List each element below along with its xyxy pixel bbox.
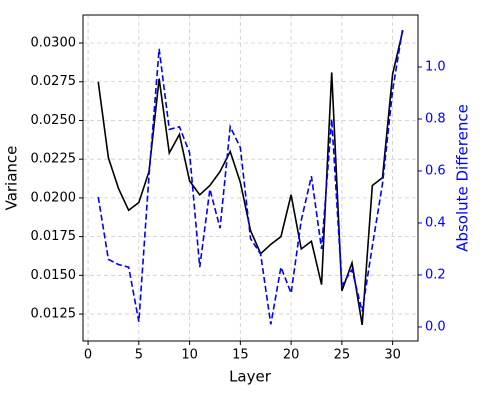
y2-tick-label: 0.4 (425, 215, 446, 230)
y-tick-label: 0.0125 (31, 307, 77, 322)
y-axis-label: Variance (3, 146, 21, 211)
y-tick-label: 0.0300 (31, 36, 77, 51)
x-tick-label: 20 (283, 348, 300, 363)
y2-axis-label: Absolute Difference (454, 104, 472, 252)
y-tick-label: 0.0275 (31, 74, 77, 89)
y2-tick-label: 0.8 (425, 111, 446, 126)
series-line (97, 30, 404, 326)
x-tick-label: 10 (181, 348, 198, 363)
y2-tick-label: 0.2 (425, 267, 446, 282)
x-axis-label: Layer (229, 368, 272, 386)
x-tick-label: 15 (232, 348, 249, 363)
x-tick-label: 5 (135, 348, 143, 363)
y-tick-label: 0.0200 (31, 190, 77, 205)
y-tick-label: 0.0175 (31, 229, 77, 244)
x-tick-label: 0 (84, 348, 92, 363)
plot-frame (82, 14, 419, 342)
y2-tick-label: 0.0 (425, 319, 446, 334)
y-tick-label: 0.0250 (31, 113, 77, 128)
x-tick-label: 25 (334, 348, 351, 363)
y2-tick-label: 0.6 (425, 163, 446, 178)
y-tick-label: 0.0225 (31, 152, 77, 167)
y2-tick-label: 1.0 (425, 59, 446, 74)
y-tick-label: 0.0150 (31, 268, 77, 283)
series-line (97, 27, 404, 325)
x-tick-label: 30 (384, 348, 401, 363)
